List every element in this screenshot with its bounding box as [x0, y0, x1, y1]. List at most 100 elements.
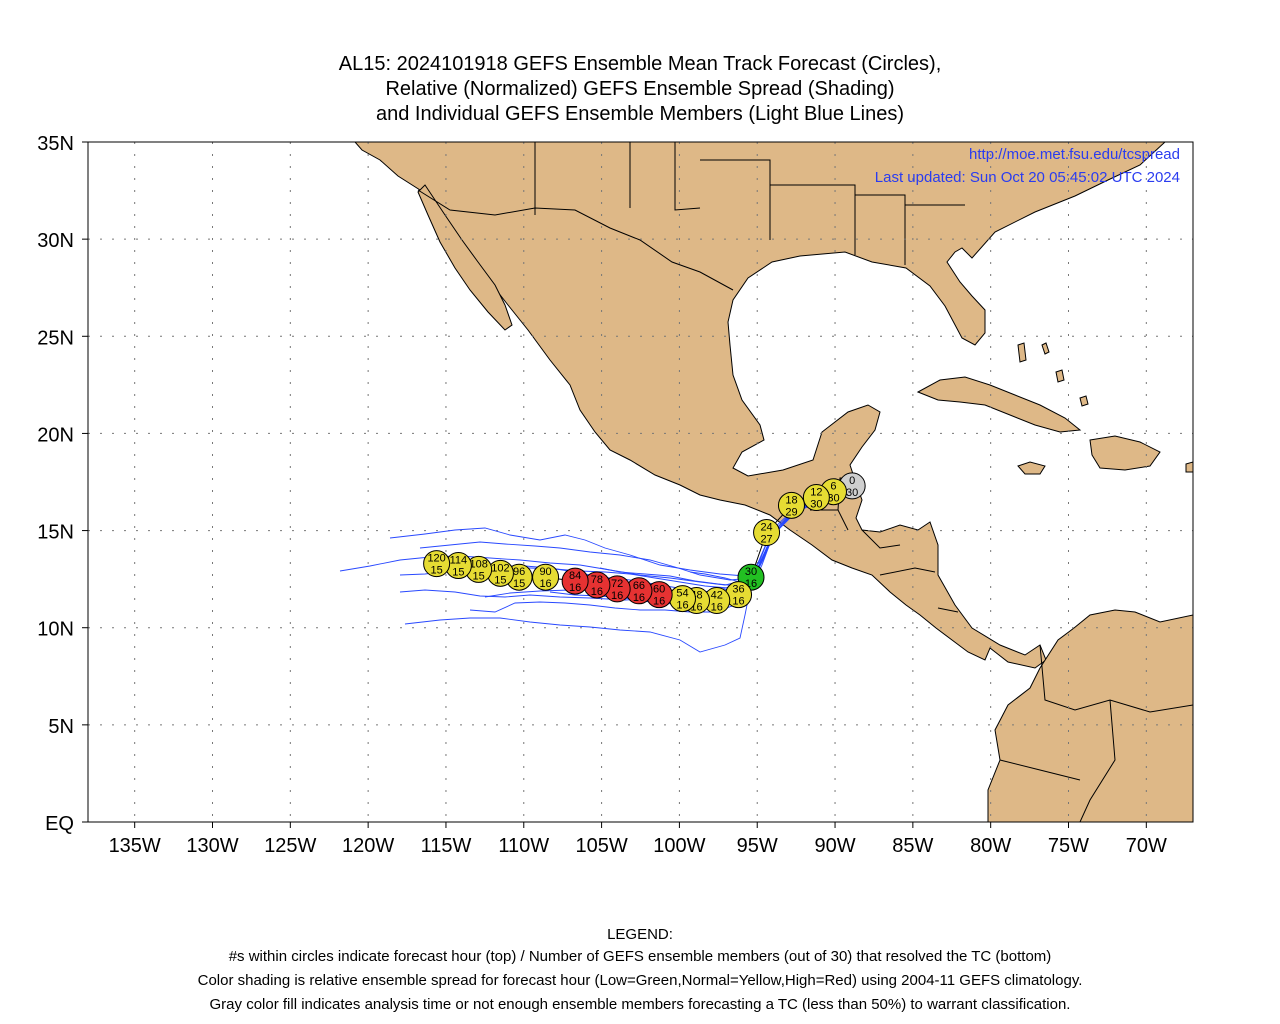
- member-count-label: 30: [827, 493, 839, 505]
- member-count-label: 15: [430, 565, 442, 577]
- political-borders: [417, 142, 1193, 822]
- lon-tick-label: 125W: [264, 835, 316, 857]
- forecast-hour-label: 90: [539, 566, 551, 578]
- south-america-landmass: [987, 609, 1193, 822]
- lat-tick-label: 10N: [37, 619, 74, 641]
- north-america-landmass: [354, 142, 1166, 669]
- land-layer: [354, 142, 1193, 822]
- chart-title-line-1: AL15: 2024101918 GEFS Ensemble Mean Trac…: [338, 53, 942, 75]
- source-url[interactable]: http://moe.met.fsu.edu/tcspread: [969, 146, 1180, 163]
- member-count-label: 16: [569, 582, 581, 594]
- lon-tick-label: 80W: [970, 835, 1011, 857]
- axis-labels: 135W 130W 125W 120W 115W 110W 105W 100W 95W 90W 85…: [37, 133, 1167, 857]
- forecast-hour-label: 96: [513, 566, 525, 578]
- lon-tick-label: 130W: [186, 835, 238, 857]
- legend-line-3: Gray color fill indicates analysis time …: [209, 996, 1071, 1013]
- lon-tick-label: 105W: [575, 835, 627, 857]
- lat-tick-label: 25N: [37, 327, 74, 349]
- forecast-hour-label: 72: [611, 578, 623, 590]
- member-count-label: 16: [732, 596, 744, 608]
- member-count-label: 30: [846, 487, 858, 499]
- forecast-hour-label: 36: [732, 584, 744, 596]
- forecast-hour-label: 84: [569, 570, 581, 582]
- track-point-circle: [561, 567, 589, 595]
- member-count-label: 27: [760, 534, 772, 546]
- member-count-label: 30: [810, 499, 822, 511]
- forecast-hour-label: 18: [785, 494, 797, 506]
- puerto-rico: [1185, 461, 1193, 473]
- lat-tick-label: 15N: [37, 522, 74, 544]
- lon-tick-label: 100W: [653, 835, 705, 857]
- lon-tick-label: 85W: [892, 835, 933, 857]
- forecast-hour-label: 102: [491, 562, 509, 574]
- lon-tick-label: 70W: [1126, 835, 1167, 857]
- chart-title-line-3: and Individual GEFS Ensemble Members (Li…: [375, 103, 905, 125]
- lon-tick-label: 120W: [342, 835, 394, 857]
- legend-heading: LEGEND:: [607, 926, 673, 943]
- member-count-label: 16: [711, 602, 723, 614]
- forecast-hour-label: 0: [849, 475, 855, 487]
- member-count-label: 15: [494, 574, 506, 586]
- forecast-hour-label: 54: [676, 588, 688, 600]
- lon-tick-label: 110W: [498, 835, 549, 857]
- forecast-hour-label: 108: [469, 558, 487, 570]
- forecast-hour-label: 114: [450, 555, 468, 567]
- forecast-hour-label: 30: [745, 566, 757, 578]
- forecast-hour-label: 78: [591, 574, 603, 586]
- forecast-hour-label: 24: [760, 522, 772, 534]
- track-point-circle: [777, 491, 805, 519]
- member-count-label: 16: [653, 596, 665, 608]
- member-count-label: 15: [452, 567, 464, 579]
- lat-tick-label: 30N: [37, 230, 74, 252]
- mean-track-points: 0306301230182924273016361642164816541660…: [423, 472, 866, 615]
- lat-tick-label: 20N: [37, 424, 74, 446]
- grid-lines: [88, 142, 1193, 822]
- lat-tick-label: 5N: [48, 716, 74, 738]
- forecast-hour-label: 120: [427, 553, 445, 565]
- lat-tick-label: EQ: [45, 813, 74, 835]
- forecast-hour-label: 42: [711, 590, 723, 602]
- hispaniola: [1089, 435, 1161, 471]
- track-point-circle: [753, 519, 781, 547]
- member-count-label: 16: [539, 578, 551, 590]
- forecast-hour-label: 6: [830, 481, 836, 493]
- lon-tick-label: 135W: [109, 835, 161, 857]
- axis-ticks: [82, 141, 1147, 828]
- lat-tick-label: 35N: [37, 133, 74, 155]
- chart-title-line-2: Relative (Normalized) GEFS Ensemble Spre…: [385, 78, 895, 100]
- lon-tick-label: 75W: [1048, 835, 1089, 857]
- member-count-label: 15: [473, 570, 485, 582]
- member-count-label: 16: [611, 590, 623, 602]
- jamaica: [1017, 461, 1046, 475]
- forecast-hour-label: 60: [653, 584, 665, 596]
- member-count-label: 16: [633, 592, 645, 604]
- track-point-circle: [423, 550, 451, 578]
- legend-line-2: Color shading is relative ensemble sprea…: [197, 972, 1083, 989]
- bahamas-islands: [1017, 342, 1089, 407]
- legend-line-1: #s within circles indicate forecast hour…: [228, 948, 1052, 965]
- lon-tick-label: 95W: [737, 835, 778, 857]
- lon-tick-label: 90W: [814, 835, 855, 857]
- forecast-hour-label: 12: [810, 487, 822, 499]
- member-count-label: 15: [513, 578, 525, 590]
- cuba: [916, 376, 1082, 433]
- member-count-label: 16: [591, 586, 603, 598]
- baja-california: [417, 184, 513, 331]
- member-count-label: 29: [785, 506, 797, 518]
- track-point-circle: [802, 484, 830, 512]
